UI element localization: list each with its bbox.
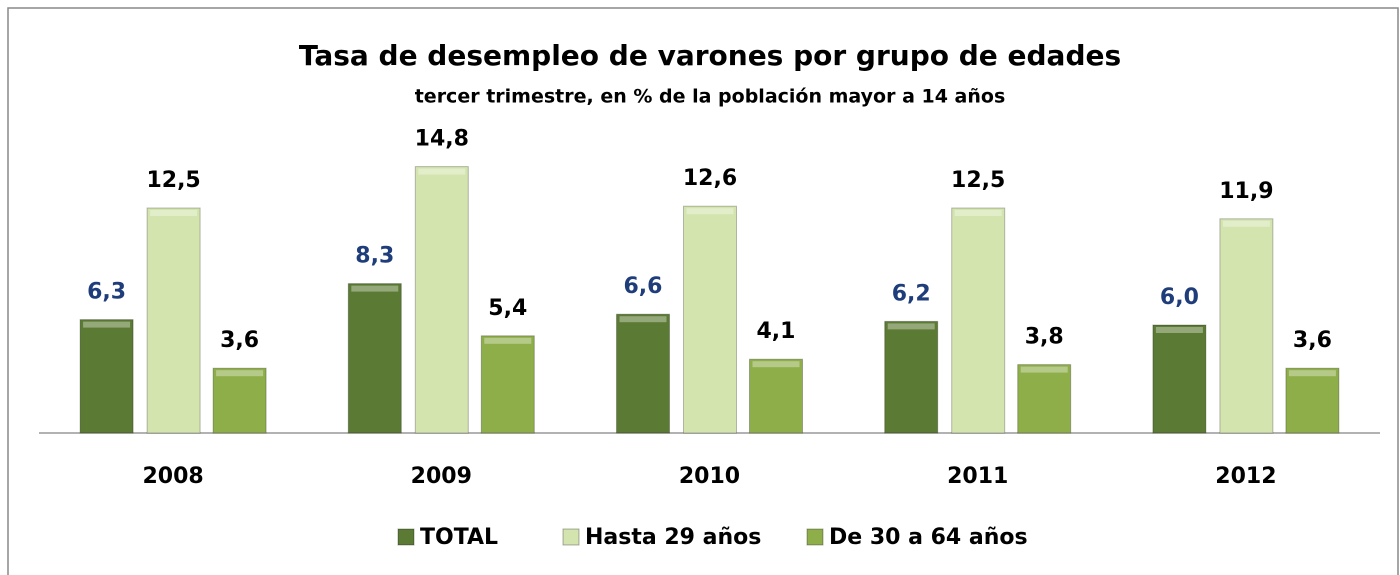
x-tick-label: 2011 bbox=[947, 464, 1008, 489]
bar bbox=[1285, 367, 1340, 434]
x-tick-label: 2008 bbox=[142, 464, 203, 489]
bar bbox=[480, 335, 535, 434]
bar bbox=[146, 207, 201, 434]
bar bbox=[884, 320, 939, 434]
data-label: 6,6 bbox=[624, 274, 663, 299]
data-label: 6,2 bbox=[892, 281, 931, 306]
data-label: 3,8 bbox=[1025, 325, 1064, 350]
bar-highlight bbox=[484, 337, 532, 344]
bar bbox=[1152, 324, 1207, 434]
bar-highlight bbox=[1222, 220, 1270, 227]
bar-highlight bbox=[686, 208, 734, 215]
bar-highlight bbox=[418, 168, 466, 175]
data-label: 12,5 bbox=[146, 168, 200, 193]
bar bbox=[79, 319, 134, 434]
legend-label: De 30 a 64 años bbox=[829, 525, 1028, 550]
bar-highlight bbox=[351, 285, 399, 292]
bar bbox=[1017, 364, 1072, 434]
legend-swatch bbox=[806, 528, 824, 546]
data-label: 5,4 bbox=[488, 296, 527, 321]
data-label: 8,3 bbox=[355, 244, 394, 269]
data-label: 3,6 bbox=[1293, 328, 1332, 353]
legend-swatch bbox=[562, 528, 580, 546]
data-label: 4,1 bbox=[757, 319, 796, 344]
legend-swatch bbox=[397, 528, 415, 546]
data-label: 14,8 bbox=[415, 127, 469, 152]
data-label: 6,3 bbox=[87, 280, 126, 305]
chart-title: Tasa de desempleo de varones por grupo d… bbox=[299, 39, 1121, 72]
bar bbox=[749, 358, 803, 434]
data-label: 6,0 bbox=[1160, 285, 1199, 310]
bar bbox=[1219, 218, 1274, 434]
bar-highlight bbox=[83, 321, 131, 328]
bar bbox=[414, 166, 469, 434]
legend-label: TOTAL bbox=[420, 525, 498, 550]
x-tick-label: 2012 bbox=[1215, 464, 1276, 489]
bar-highlight bbox=[752, 361, 800, 368]
bar bbox=[683, 205, 737, 434]
chart-subtitle: tercer trimestre, en % de la población m… bbox=[415, 86, 1006, 108]
bar-highlight bbox=[150, 210, 198, 216]
data-label: 12,6 bbox=[683, 166, 737, 191]
data-label: 11,9 bbox=[1219, 179, 1273, 204]
bar-highlight bbox=[1020, 366, 1068, 373]
data-label: 12,5 bbox=[951, 168, 1005, 193]
x-tick-label: 2009 bbox=[411, 464, 472, 489]
bar-highlight bbox=[619, 316, 667, 323]
bar bbox=[212, 367, 267, 434]
bar bbox=[347, 283, 402, 434]
bar-highlight bbox=[1288, 370, 1336, 377]
bar bbox=[616, 313, 670, 434]
data-label: 3,6 bbox=[220, 328, 259, 353]
bar-highlight bbox=[216, 370, 264, 377]
bar-highlight bbox=[1155, 327, 1203, 333]
legend-label: Hasta 29 años bbox=[585, 525, 761, 550]
x-tick-label: 2010 bbox=[679, 464, 740, 489]
bar bbox=[951, 207, 1006, 434]
bar-highlight bbox=[887, 323, 935, 330]
bar-highlight bbox=[954, 210, 1002, 216]
